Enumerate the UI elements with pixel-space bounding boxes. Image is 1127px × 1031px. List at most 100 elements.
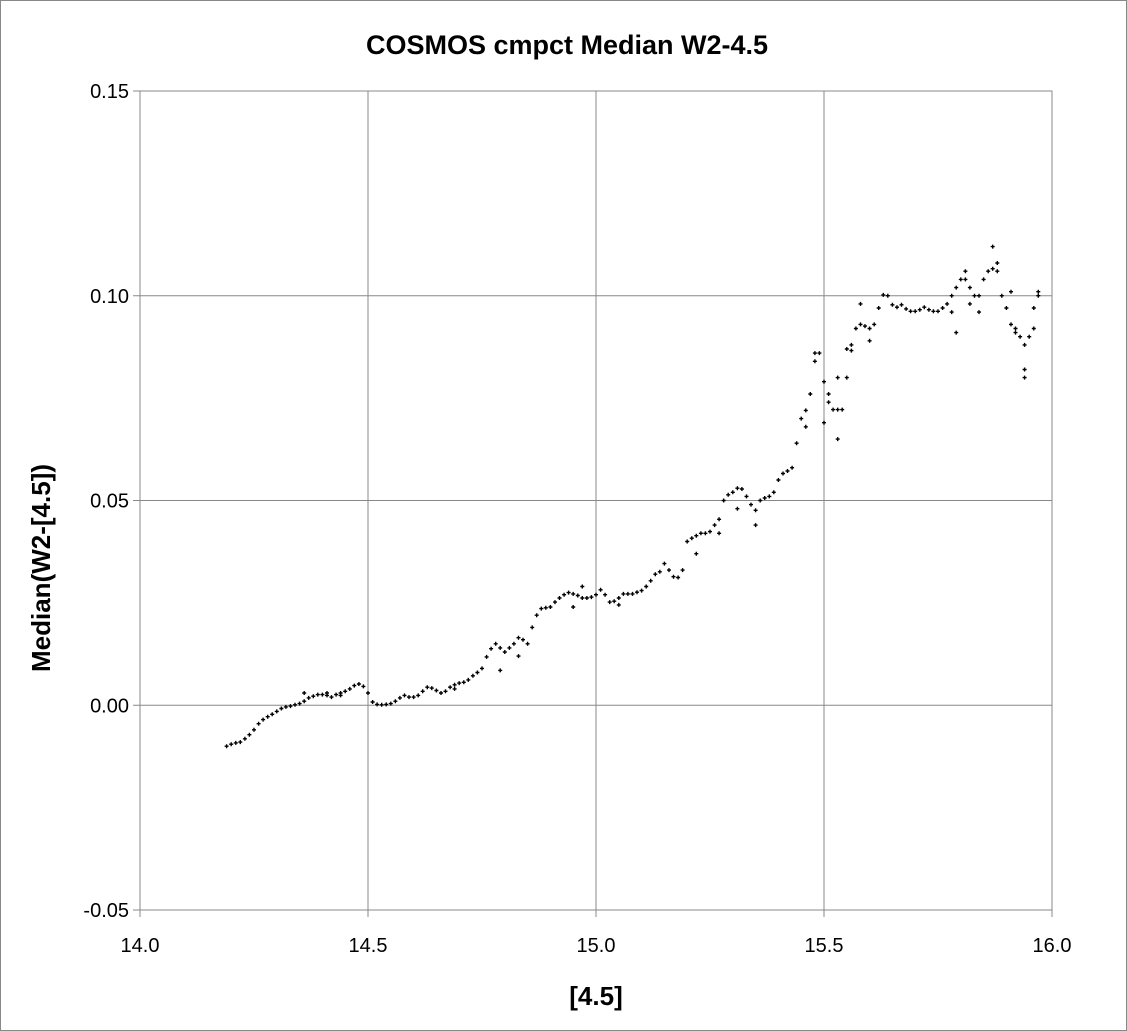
data-point: [475, 670, 480, 675]
data-point: [876, 306, 881, 310]
data-point: [594, 592, 598, 597]
y-axis-title: Median(W2-[4.5]): [26, 464, 56, 672]
data-point: [393, 699, 398, 704]
data-point: [434, 688, 439, 693]
data-point: [1022, 342, 1027, 347]
data-point: [507, 645, 512, 650]
data-point: [981, 277, 986, 282]
data-point: [858, 301, 863, 306]
data-point: [977, 293, 981, 298]
data-point: [972, 293, 977, 298]
data-point: [1036, 293, 1041, 298]
data-point: [967, 301, 972, 306]
data-point: [603, 592, 608, 597]
data-point: [315, 692, 320, 697]
data-point: [990, 244, 995, 249]
data-point: [616, 596, 621, 600]
data-point: [899, 302, 904, 307]
data-point: [849, 348, 854, 353]
data-point: [571, 591, 576, 596]
data-point: [1022, 375, 1027, 380]
data-point: [557, 596, 562, 600]
data-point: [562, 592, 567, 597]
data-point: [1036, 289, 1041, 294]
data-point: [498, 645, 503, 650]
data-point: [521, 637, 525, 642]
data-point: [940, 306, 945, 310]
data-point: [708, 529, 712, 534]
data-point: [334, 692, 339, 697]
x-tick-label: 14.5: [349, 935, 388, 957]
data-point: [995, 269, 1000, 274]
data-point: [803, 424, 808, 429]
data-point: [338, 693, 343, 698]
y-tick-label: -0.05: [83, 900, 129, 922]
data-point: [461, 680, 466, 685]
data-point: [452, 686, 457, 691]
data-point: [735, 506, 740, 511]
data-point: [739, 487, 744, 491]
data-point: [448, 685, 453, 690]
data-point: [625, 591, 630, 596]
data-point: [999, 293, 1004, 298]
data-point: [553, 600, 557, 605]
data-point: [703, 531, 708, 536]
data-point: [685, 539, 690, 544]
gridlines: [140, 91, 1052, 910]
data-point: [917, 307, 922, 312]
data-point: [885, 293, 890, 298]
data-point: [229, 742, 234, 747]
data-point: [644, 584, 649, 589]
data-point: [803, 408, 808, 413]
y-tick-label: 0.10: [90, 286, 129, 308]
data-point: [949, 310, 954, 315]
data-point: [1013, 326, 1018, 331]
data-point: [480, 666, 484, 671]
data-point: [1004, 306, 1009, 310]
data-point: [849, 342, 854, 347]
data-point: [420, 689, 425, 694]
data-point: [571, 605, 576, 609]
data-point: [493, 641, 498, 646]
data-point: [926, 307, 931, 312]
data-point: [1022, 367, 1027, 372]
data-point: [439, 691, 443, 695]
data-point: [986, 269, 991, 274]
data-point: [913, 309, 918, 314]
data-point: [794, 441, 799, 446]
data-point: [566, 590, 571, 595]
data-point: [589, 595, 594, 600]
data-point: [242, 736, 247, 741]
data-point: [429, 686, 434, 691]
data-point: [653, 572, 658, 577]
data-point: [822, 420, 826, 425]
data-point: [612, 599, 617, 604]
data-point: [457, 681, 462, 686]
data-point: [352, 683, 357, 688]
data-point: [265, 714, 270, 719]
x-tick-label: 14.0: [121, 935, 160, 957]
data-point: [967, 285, 972, 290]
data-point: [452, 682, 457, 687]
data-point: [790, 465, 795, 470]
data-point: [717, 517, 722, 522]
data-point: [844, 347, 849, 351]
data-point: [872, 322, 877, 327]
data-point: [402, 693, 407, 698]
data-point: [689, 536, 694, 541]
data-point: [279, 706, 284, 711]
data-point: [630, 591, 635, 596]
data-point: [306, 695, 311, 700]
data-point: [297, 701, 302, 706]
data-point: [949, 293, 954, 298]
data-point: [721, 498, 726, 503]
data-point: [835, 407, 840, 412]
data-point: [753, 508, 758, 513]
data-point: [771, 490, 776, 495]
data-point: [817, 351, 822, 356]
data-point: [990, 266, 995, 271]
data-point: [858, 322, 863, 327]
data-point: [261, 717, 266, 722]
